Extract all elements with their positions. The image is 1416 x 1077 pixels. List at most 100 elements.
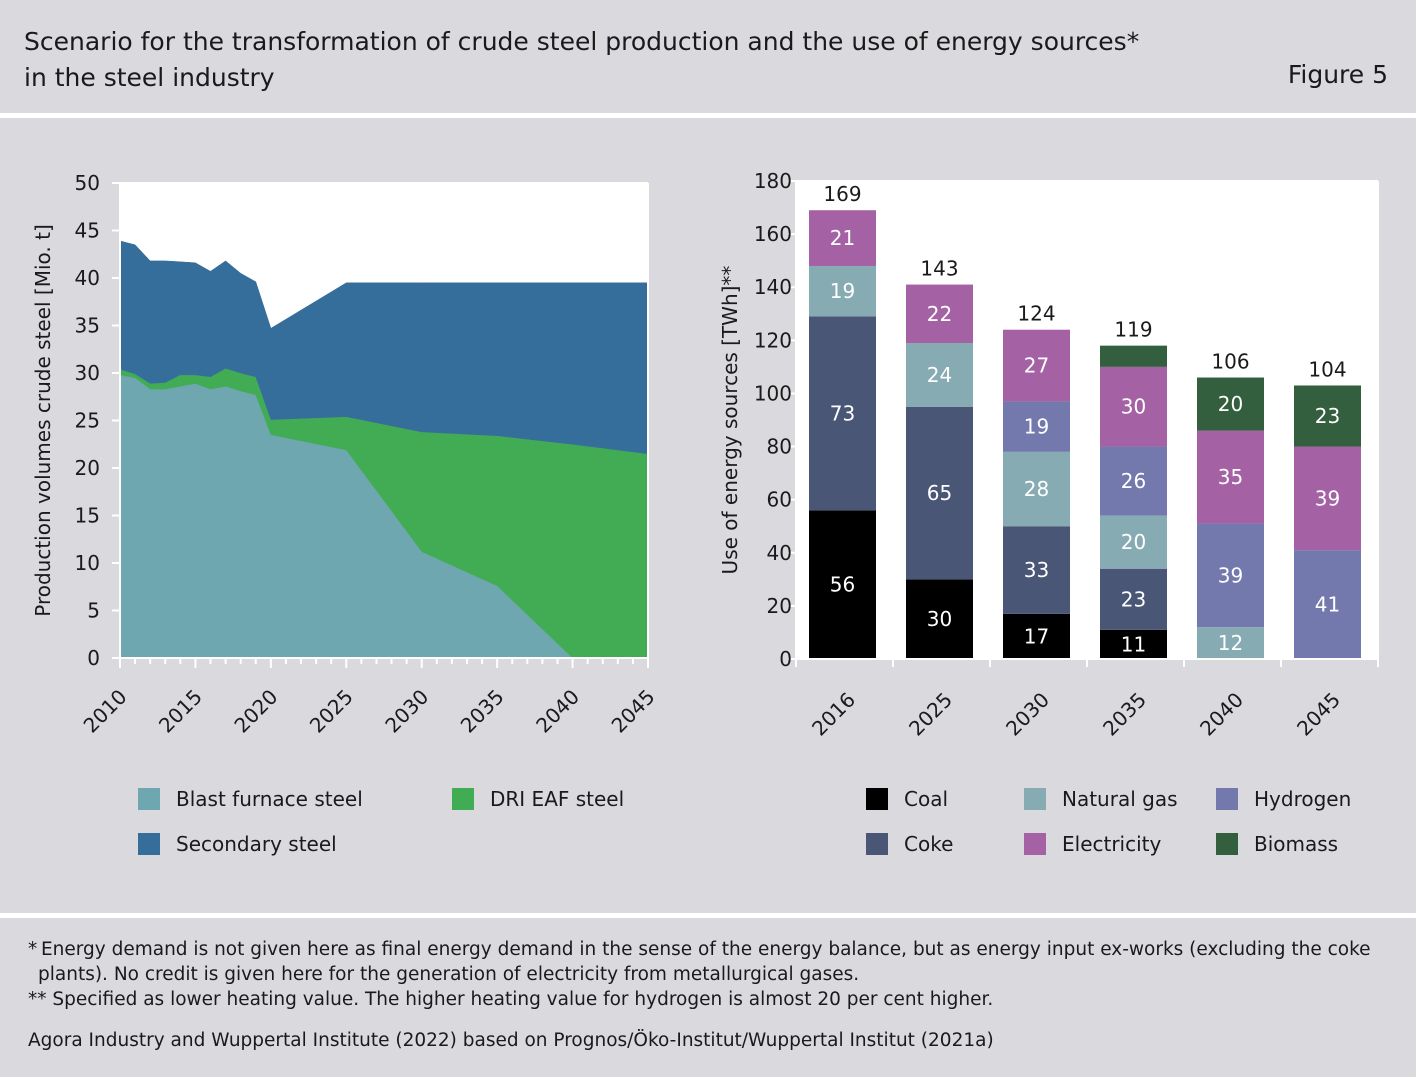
bar-data-label: 11 — [1121, 632, 1146, 656]
bar-segment-coal — [1100, 629, 1167, 659]
bar-y-tick-label: 140 — [754, 275, 792, 299]
bar-data-label: 22 — [927, 302, 952, 326]
area-y-tick-label: 45 — [75, 219, 100, 243]
area-y-tick-label: 20 — [75, 456, 100, 480]
legend-label: Secondary steel — [176, 832, 337, 856]
bar-y-tick-label: 40 — [767, 541, 792, 565]
bar-data-label: 35 — [1218, 465, 1243, 489]
legend-item-electricity: Electricity — [1024, 832, 1161, 856]
legend-label: Biomass — [1254, 832, 1339, 856]
bar-data-label: 39 — [1315, 486, 1340, 510]
area-x-tick-label: 2010 — [79, 685, 132, 738]
area-x-tick-label: 2025 — [305, 685, 358, 738]
bar-segment-biomass — [1197, 377, 1264, 431]
area-y-tick-label: 25 — [75, 409, 100, 433]
bar-total-label: 143 — [920, 257, 958, 281]
bar-segment-biomass — [1294, 385, 1361, 447]
source-note: Agora Industry and Wuppertal Institute (… — [28, 1030, 994, 1051]
bar-y-tick-label: 160 — [754, 222, 792, 246]
bar-y-tick-label: 60 — [767, 488, 792, 512]
figure-title: Scenario for the transformation of crude… — [24, 24, 1224, 96]
bar-x-tick-label: 2045 — [1292, 688, 1345, 741]
bar-data-label: 26 — [1121, 469, 1146, 493]
area-y-tick-label: 0 — [87, 646, 100, 670]
bar-y-tick-label: 80 — [767, 435, 792, 459]
bar-segment-coke — [809, 316, 876, 511]
header-divider — [0, 113, 1416, 118]
bar-y-tick-label: 180 — [754, 169, 792, 193]
legend-item-hydrogen: Hydrogen — [1216, 787, 1351, 811]
bar-segment-hydrogen — [1003, 401, 1070, 452]
area-y-tick-label: 10 — [75, 551, 100, 575]
bar-y-tick-label: 0 — [779, 647, 792, 671]
bar-x-tick-label: 2035 — [1098, 688, 1151, 741]
legend-item-coal: Coal — [866, 787, 948, 811]
area-x-tick-label: 2020 — [229, 685, 282, 738]
bar-segment-natural-gas — [809, 265, 876, 317]
bar-data-label: 21 — [830, 226, 855, 250]
bar-segment-coke — [906, 406, 973, 580]
bar-data-label: 19 — [830, 279, 855, 303]
bar-x-tick-label: 2030 — [1001, 688, 1054, 741]
area-y-axis-title: Production volumes crude steel [Mio. t] — [31, 224, 55, 617]
bar-data-label: 17 — [1024, 624, 1049, 648]
bar-segment-hydrogen — [1197, 523, 1264, 628]
bar-segment-hydrogen — [1294, 550, 1361, 659]
bar-total-label: 106 — [1211, 350, 1249, 374]
bar-segment-electricity — [809, 210, 876, 266]
bar-segment-electricity — [1100, 366, 1167, 447]
footnotes: * Energy demand is not given here as fin… — [28, 937, 1398, 1012]
legend-swatch — [138, 788, 160, 810]
bar-segment-coke — [1003, 526, 1070, 614]
legend-label: Electricity — [1062, 832, 1162, 856]
legend-swatch — [866, 833, 888, 855]
legend-item-secondary-steel: Secondary steel — [138, 832, 337, 856]
bar-y-tick-label: 20 — [767, 594, 792, 618]
bar-y-tick-label: 100 — [754, 381, 792, 405]
legend-item-coke: Coke — [866, 832, 953, 856]
bar-data-label: 19 — [1024, 415, 1049, 439]
area-x-tick-label: 2045 — [607, 685, 660, 738]
bar-x-tick-label: 2040 — [1195, 688, 1248, 741]
area-y-tick-label: 35 — [75, 314, 100, 338]
bar-data-label: 30 — [1121, 395, 1146, 419]
legend-swatch — [1024, 833, 1046, 855]
figure-header: Scenario for the transformation of crude… — [0, 0, 1416, 112]
footer-divider — [0, 913, 1416, 918]
legend-label: DRI EAF steel — [490, 787, 625, 811]
legend-item-biomass: Biomass — [1216, 832, 1338, 856]
legend-swatch — [138, 833, 160, 855]
bar-data-label: 23 — [1315, 404, 1340, 428]
bar-data-label: 20 — [1218, 392, 1243, 416]
bar-segment-natural-gas — [1197, 627, 1264, 659]
legend-label: Coal — [904, 787, 949, 811]
title-line-1: Scenario for the transformation of crude… — [24, 27, 1140, 56]
bar-segment-coal — [906, 579, 973, 659]
bar-segment-natural-gas — [1003, 451, 1070, 527]
bar-data-label: 56 — [830, 573, 855, 597]
footnote-1: * Energy demand is not given here as fin… — [28, 939, 1371, 985]
area-x-tick-label: 2030 — [380, 685, 433, 738]
area-x-tick-label: 2015 — [154, 685, 207, 738]
legend-swatch — [1216, 833, 1238, 855]
bar-data-label: 65 — [927, 481, 952, 505]
bar-y-tick-label: 120 — [754, 328, 792, 352]
legend-swatch — [1024, 788, 1046, 810]
legend-item-natural-gas: Natural gas — [1024, 787, 1178, 811]
legend-label: Coke — [904, 832, 954, 856]
title-line-2: in the steel industry — [24, 63, 275, 92]
footnote-2: ** Specified as lower heating value. The… — [28, 989, 994, 1010]
bar-data-label: 39 — [1218, 563, 1243, 587]
legend-item-blast-furnace-steel: Blast furnace steel — [138, 787, 363, 811]
area-y-tick-label: 40 — [75, 266, 100, 290]
bar-total-label: 169 — [823, 182, 861, 206]
bar-segment-coal — [1003, 613, 1070, 659]
bar-segment-electricity — [906, 284, 973, 343]
figure-number: Figure 5 — [1287, 60, 1388, 89]
legend-swatch — [866, 788, 888, 810]
bar-data-label: 23 — [1121, 587, 1146, 611]
bar-data-label: 24 — [927, 363, 952, 387]
area-y-tick-label: 50 — [75, 171, 100, 195]
bar-segment-coke — [1100, 568, 1167, 630]
bar-total-label: 124 — [1017, 302, 1055, 326]
